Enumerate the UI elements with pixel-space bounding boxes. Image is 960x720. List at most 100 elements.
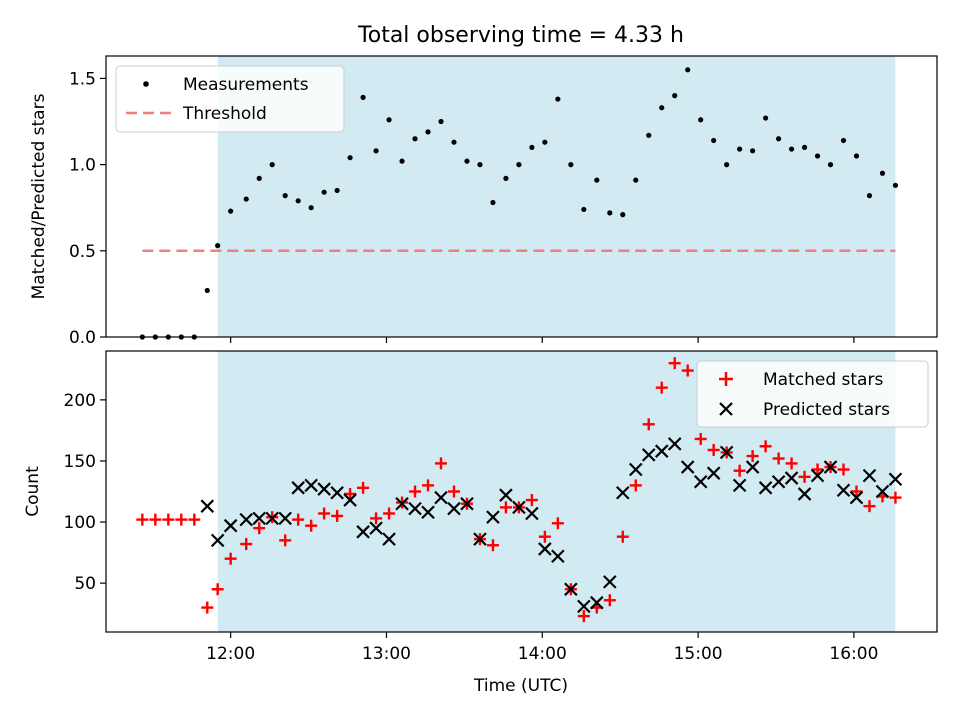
measurement-point [892, 182, 899, 188]
measurement-point [529, 144, 535, 150]
measurement-point [594, 177, 600, 183]
predicted-star-point [719, 445, 734, 460]
bottom-y-tick-label: 200 [64, 391, 96, 411]
bottom-y-tick-label: 150 [64, 452, 96, 472]
matched-star-point [224, 552, 237, 565]
x-tick-label: 15:00 [674, 644, 723, 664]
predicted-star-point [473, 532, 487, 546]
bottom-x-ticks: 12:00 13:00 14:00 15:00 16:00 [206, 632, 878, 664]
measurement-point [438, 118, 444, 125]
predicted-star-point [252, 511, 266, 526]
measurement-point [788, 146, 795, 152]
matched-star-point [551, 517, 564, 530]
measurement-point [347, 155, 353, 161]
measurement-point [256, 175, 262, 181]
matched-star-point [603, 594, 616, 607]
measurement-point [464, 158, 470, 164]
measurement-point [581, 206, 587, 213]
predicted-star-point [525, 506, 539, 521]
legend-matched-label: Matched stars [763, 370, 883, 390]
measurement-point [801, 144, 808, 150]
bottom-panel: 12:00 13:00 14:00 15:00 16:00 50 100 150 200 Co… [23, 350, 938, 696]
predicted-star-point [628, 462, 643, 477]
top-y-axis-label: Matched/Predicted stars [29, 93, 49, 299]
x-tick-label: 16:00 [829, 644, 878, 664]
measurement-point [425, 129, 431, 135]
measurement-point [516, 162, 522, 168]
matched-star-point [694, 432, 707, 445]
predicted-star-point [486, 510, 500, 524]
legend-measurements-marker [143, 81, 149, 87]
predicted-star-point [797, 487, 812, 501]
predicted-star-point [758, 481, 773, 495]
predicted-star-point [382, 532, 396, 546]
measurement-point [750, 148, 756, 154]
x-tick-label: 12:00 [206, 644, 255, 664]
measurement-point [477, 162, 483, 168]
predicted-star-point [693, 474, 708, 489]
predicted-star-point [745, 460, 760, 474]
x-tick-label: 13:00 [362, 644, 411, 664]
matched-star-point [837, 463, 850, 476]
matched-star-point [149, 513, 162, 526]
predicted-star-point [369, 521, 383, 535]
predicted-star-point [512, 500, 526, 515]
predicted-star-point [732, 478, 747, 493]
measurement-point [840, 137, 847, 144]
measurement-point [243, 196, 249, 202]
matched-star-point [538, 530, 551, 543]
measurement-point [698, 117, 704, 123]
predicted-star-point [265, 511, 279, 526]
bottom-y-axis-label: Count [23, 466, 43, 517]
predicted-star-point [564, 582, 578, 597]
predicted-star-point [862, 468, 877, 483]
matched-star-point [577, 610, 590, 623]
measurement-point [763, 115, 769, 121]
measurement-point [373, 148, 379, 154]
predicted-star-point [239, 512, 254, 527]
measurement-point [672, 93, 678, 99]
top-legend-box [115, 65, 345, 133]
predicted-star-point [784, 471, 799, 485]
matched-star-point [344, 487, 357, 500]
legend-measurements-label: Measurements [183, 75, 309, 95]
matched-star-point [211, 583, 224, 596]
measurement-point [451, 139, 457, 145]
matched-star-point [499, 501, 512, 514]
matched-star-point [357, 481, 370, 494]
matched-star-point [240, 538, 253, 551]
top-plot-frame [105, 55, 938, 338]
legend-predicted-marker [719, 402, 733, 416]
predicted-star-point [200, 499, 215, 513]
predicted-star-point [278, 511, 292, 526]
top-y-tick-label: 1.0 [69, 156, 96, 176]
matched-star-point [668, 357, 681, 370]
matched-star-point [785, 457, 798, 470]
measurement-point [555, 96, 561, 102]
bottom-legend: Matched stars Predicted stars [696, 360, 929, 428]
predicted-star-point [395, 496, 409, 511]
matched-star-point [136, 513, 149, 526]
predicted-star-point [875, 484, 890, 499]
predicted-star-point [460, 496, 474, 511]
matched-star-point [162, 513, 175, 526]
measurement-point [879, 170, 886, 176]
predicted-star-point [680, 460, 695, 474]
matched-star-point [422, 479, 435, 492]
chart-title: Total observing time = 4.33 h [357, 23, 684, 48]
top-y-ticks: 0.0 0.5 1.0 1.5 [69, 69, 106, 348]
measurement-point [568, 162, 574, 168]
measurement-point [412, 136, 418, 142]
measurement-point [724, 162, 730, 168]
measurement-point [607, 210, 613, 216]
matched-star-point [889, 491, 902, 504]
measurement-points [139, 67, 899, 340]
matched-star-point [279, 534, 292, 547]
matched-star-point [383, 507, 396, 520]
bottom-plot-frame [105, 350, 938, 633]
measurement-point [737, 146, 743, 152]
predicted-star-point [836, 483, 851, 498]
top-legend: Measurements Threshold [115, 65, 345, 133]
measurement-point [633, 177, 639, 183]
